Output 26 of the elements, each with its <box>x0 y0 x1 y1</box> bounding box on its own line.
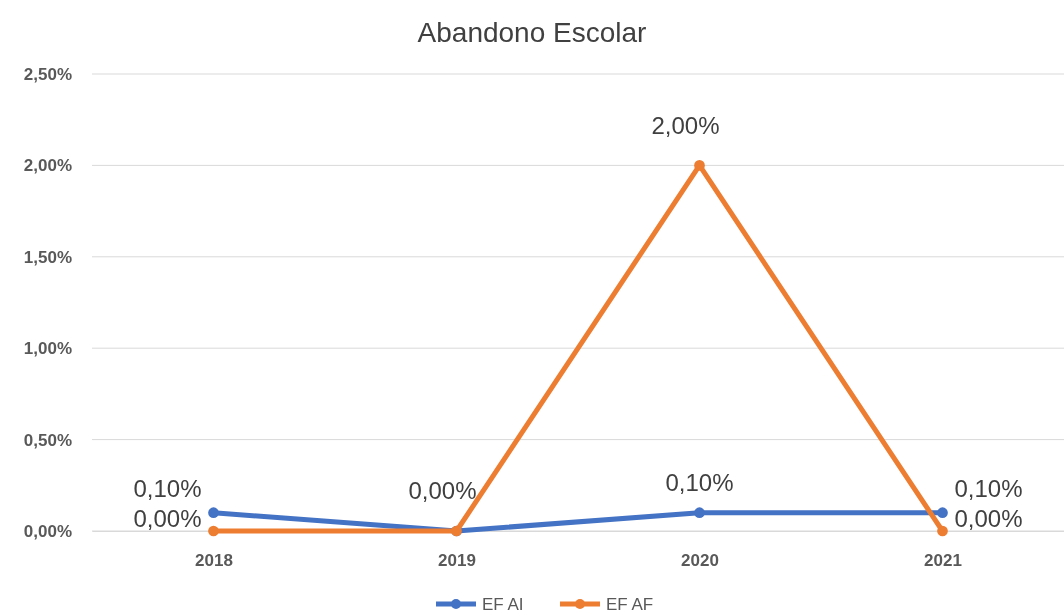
point <box>694 160 705 171</box>
point <box>694 507 705 519</box>
x-tick-label: 2019 <box>438 551 476 571</box>
x-tick-label: 2021 <box>924 551 962 571</box>
data-label: 0,10% <box>954 475 1023 503</box>
chart-title: Abandono Escolar <box>417 17 647 48</box>
legend-label: EF AI <box>482 594 524 613</box>
data-label: 0,00% <box>133 505 202 533</box>
y-tick-label: 2,00% <box>23 156 72 176</box>
y-tick-label: 2,50% <box>23 64 72 84</box>
data-label: 0,10% <box>133 475 202 503</box>
point <box>937 507 948 519</box>
y-tick-label: 0,00% <box>23 521 72 541</box>
y-tick-label: 0,50% <box>23 430 72 450</box>
data-label: 0,10% <box>665 469 734 497</box>
point <box>208 525 219 537</box>
legend-label: EF AF <box>606 594 654 613</box>
data-label: 2,00% <box>651 111 720 139</box>
point <box>208 507 219 519</box>
y-tick-label: 1,50% <box>23 247 72 267</box>
data-label: 0,00% <box>954 505 1023 533</box>
x-tick-label: 2020 <box>681 551 719 571</box>
point <box>937 525 948 537</box>
y-tick-label: 1,00% <box>23 339 72 359</box>
data-label: 0,00% <box>408 477 477 505</box>
x-tick-label: 2018 <box>195 551 233 571</box>
